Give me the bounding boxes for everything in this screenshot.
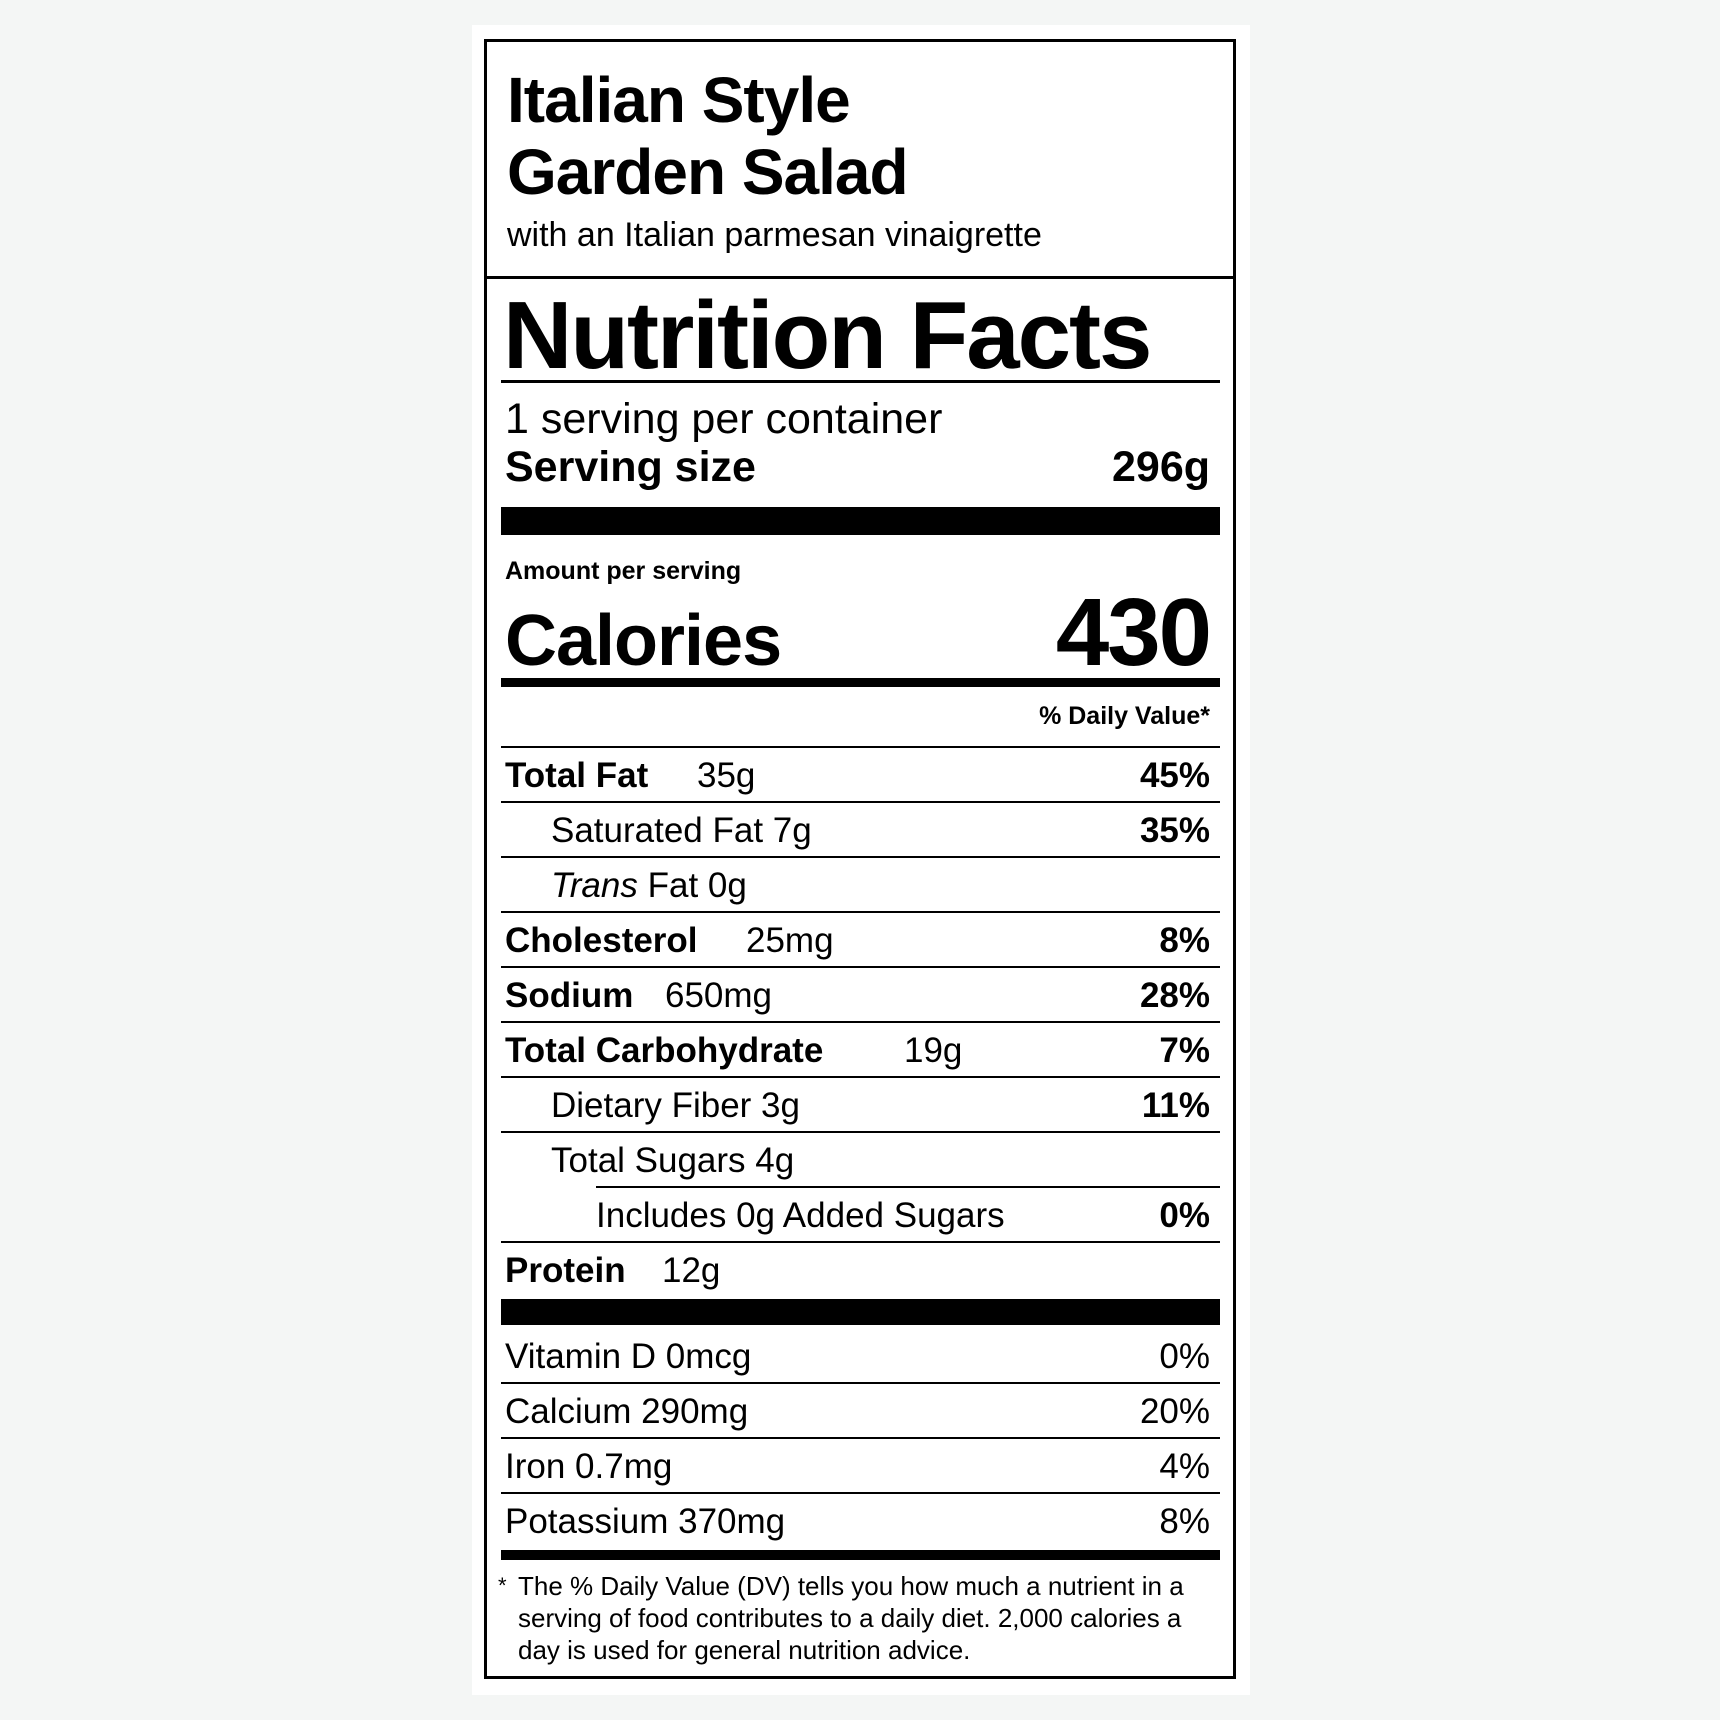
servings-per-container: 1 serving per container <box>505 395 943 443</box>
nutrition-facts-heading: Nutrition Facts <box>503 282 1152 389</box>
nutrient-row-trans-fat: Trans Fat 0g <box>501 858 1220 913</box>
medium-bar <box>501 1550 1220 1560</box>
nutrient-row-sodium: Sodium 650mg 28% <box>501 968 1220 1023</box>
nutrient-name: Total Fat <box>505 756 649 795</box>
nutrient-name: Total Sugars 4g <box>551 1141 795 1180</box>
vitamin-dv: 20% <box>1139 1392 1210 1431</box>
nutrient-name: Fat 0g <box>637 866 747 905</box>
nutrient-name: Includes 0g Added Sugars <box>596 1196 1005 1235</box>
nutrient-row-dietary-fiber: Dietary Fiber 3g 11% <box>501 1078 1220 1133</box>
vitamin-name: Potassium 370mg <box>505 1502 786 1541</box>
nutrient-dv: 8% <box>1159 921 1210 960</box>
nutrient-dv: 7% <box>1159 1031 1210 1070</box>
label-frame <box>484 39 1236 1679</box>
nutrient-dv: 35% <box>1139 811 1210 850</box>
nutrient-dv: 11% <box>1141 1086 1210 1125</box>
nutrient-amount: 19g <box>904 1031 963 1070</box>
product-title-line1: Italian Style <box>507 64 851 136</box>
footnote: * The % Daily Value (DV) tells you how m… <box>498 1570 1218 1666</box>
nutrient-row-added-sugars: Includes 0g Added Sugars 0% <box>501 1188 1220 1243</box>
header-divider <box>484 276 1236 279</box>
nutrient-name: Total Carbohydrate <box>505 1031 824 1070</box>
vitamin-dv: 4% <box>1159 1447 1210 1486</box>
calories-row: Calories 430 <box>505 578 1212 688</box>
nutrient-row-total-fat: Total Fat 35g 45% <box>501 748 1220 803</box>
nutrient-dv: 45% <box>1139 756 1210 795</box>
thick-bar <box>501 1299 1220 1325</box>
serving-size-label: Serving size <box>505 443 756 491</box>
nutrient-name: Sodium <box>505 976 634 1015</box>
footnote-text: The % Daily Value (DV) tells you how muc… <box>518 1571 1184 1665</box>
footnote-asterisk: * <box>498 1573 507 1598</box>
nutrient-name: Protein <box>505 1251 626 1290</box>
thick-bar <box>501 507 1220 535</box>
nutrient-name: Saturated Fat 7g <box>551 811 812 850</box>
nutrient-dv: 0% <box>1159 1196 1210 1235</box>
nutrient-dv: 28% <box>1139 976 1210 1015</box>
nutrient-amount: 25mg <box>746 921 834 960</box>
nutrient-name: Dietary Fiber 3g <box>551 1086 800 1125</box>
divider <box>501 746 1220 748</box>
vitamin-row-iron: Iron 0.7mg 4% <box>501 1439 1220 1494</box>
medium-bar <box>501 678 1220 687</box>
vitamin-row-vitamin-d: Vitamin D 0mcg 0% <box>501 1329 1220 1384</box>
serving-size-value: 296g <box>1111 443 1210 491</box>
nutrient-amount: 35g <box>697 756 756 795</box>
nutrient-name: Cholesterol <box>505 921 698 960</box>
calories-value: 430 <box>1055 579 1212 686</box>
nutrient-row-saturated-fat: Saturated Fat 7g 35% <box>501 803 1220 858</box>
nutrient-row-cholesterol: Cholesterol 25mg 8% <box>501 913 1220 968</box>
divider <box>501 380 1220 383</box>
vitamin-row-potassium: Potassium 370mg 8% <box>501 1494 1220 1549</box>
amount-per-serving: Amount per serving <box>505 557 742 585</box>
nutrient-amount: 650mg <box>665 976 773 1015</box>
vitamin-name: Iron 0.7mg <box>505 1447 673 1486</box>
label-card <box>472 25 1250 1695</box>
nutrient-amount: 12g <box>662 1251 721 1290</box>
vitamin-dv: 8% <box>1159 1502 1210 1541</box>
nutrient-row-total-carbohydrate: Total Carbohydrate 19g 7% <box>501 1023 1220 1078</box>
serving-size-row: Serving size 296g <box>505 443 1210 492</box>
calories-label: Calories <box>505 601 782 681</box>
nutrient-name-italic: Trans <box>551 866 638 905</box>
product-subtitle: with an Italian parmesan vinaigrette <box>507 216 1042 254</box>
vitamin-dv: 0% <box>1159 1337 1210 1376</box>
vitamin-name: Vitamin D 0mcg <box>505 1337 752 1376</box>
vitamin-row-calcium: Calcium 290mg 20% <box>501 1384 1220 1439</box>
product-title-line2: Garden Salad <box>507 136 909 208</box>
vitamin-name: Calcium 290mg <box>505 1392 749 1431</box>
nutrient-row-total-sugars: Total Sugars 4g <box>501 1133 1220 1188</box>
nutrient-row-protein: Protein 12g <box>501 1243 1220 1298</box>
daily-value-header: % Daily Value* <box>1039 702 1210 730</box>
